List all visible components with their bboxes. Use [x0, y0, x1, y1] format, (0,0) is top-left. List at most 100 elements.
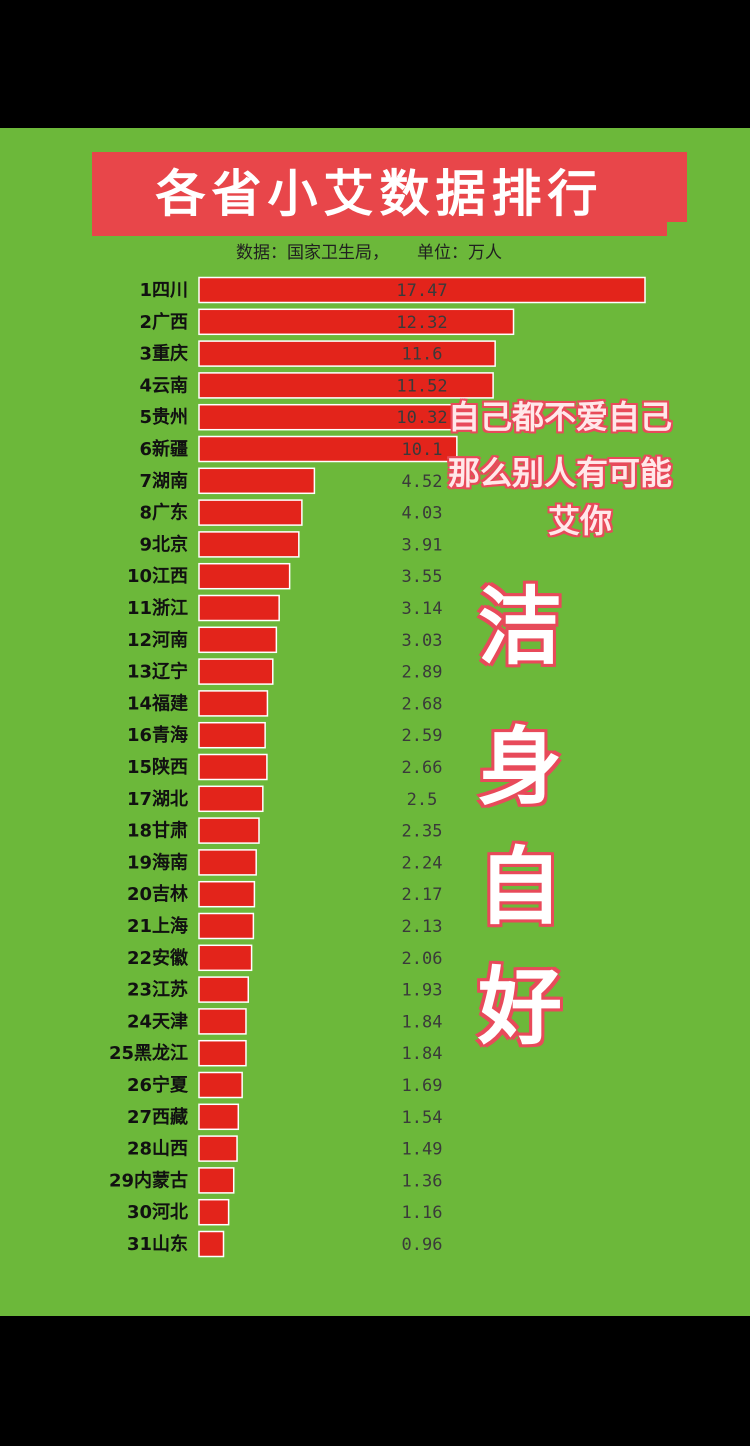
overlay-big-char-4: 好	[478, 958, 563, 1056]
bar	[198, 403, 464, 431]
bar	[198, 594, 280, 622]
bar	[198, 880, 256, 908]
value-label: 2.66	[402, 758, 443, 778]
value-label: 0.96	[402, 1235, 443, 1255]
bar	[198, 944, 253, 972]
bar	[198, 276, 646, 304]
bar	[198, 1008, 247, 1035]
value-label: 2.68	[402, 694, 443, 714]
category-label: 29内蒙古	[109, 1169, 188, 1191]
bar	[198, 912, 255, 940]
value-label: 1.69	[402, 1076, 443, 1096]
overlay-line-2: 那么别人有可能	[448, 454, 673, 492]
value-label: 2.24	[402, 853, 443, 873]
value-label: 2.5	[407, 790, 438, 810]
value-label: 2.17	[402, 885, 443, 905]
bar	[198, 817, 260, 844]
category-label: 8广东	[139, 502, 188, 524]
category-label: 2广西	[139, 311, 188, 333]
chart-title: 各省小艾数据排行	[92, 152, 667, 236]
category-label: 28山西	[127, 1139, 188, 1160]
bar	[198, 562, 291, 590]
category-label: 26宁夏	[127, 1074, 189, 1096]
bar	[198, 308, 515, 336]
value-label: 1.93	[402, 981, 443, 1001]
bar	[198, 340, 496, 367]
value-label: 1.16	[402, 1203, 443, 1223]
value-label: 11.6	[402, 345, 443, 365]
bar	[198, 1071, 243, 1099]
category-label: 19海南	[127, 851, 188, 873]
value-label: 1.84	[402, 1012, 443, 1032]
category-label: 17湖北	[127, 789, 188, 810]
category-label: 1四川	[139, 280, 188, 301]
bar	[198, 658, 274, 685]
value-label: 3.14	[402, 599, 443, 619]
bar	[198, 1230, 225, 1258]
category-label: 31山东	[127, 1233, 188, 1255]
value-label: 17.47	[396, 281, 447, 301]
category-label: 20吉林	[127, 883, 188, 905]
category-label: 11浙江	[127, 597, 188, 619]
value-label: 2.06	[402, 949, 443, 969]
category-label: 6新疆	[139, 438, 188, 460]
overlay-line-1: 自己都不爱自己	[448, 398, 673, 436]
value-label: 2.13	[402, 917, 443, 937]
bar	[198, 372, 494, 399]
value-label: 10.1	[402, 440, 443, 460]
category-label: 16青海	[127, 724, 188, 746]
value-label: 10.32	[396, 408, 447, 428]
bar	[198, 531, 300, 558]
value-label: 11.52	[396, 376, 447, 396]
chart-subtitle: 数据：国家卫生局， 单位：万人	[236, 238, 502, 263]
source-label: 数据：国家卫生局，	[236, 243, 389, 263]
value-label: 3.55	[402, 567, 443, 587]
category-label: 4云南	[139, 374, 188, 396]
bar	[198, 1103, 240, 1131]
category-label: 14福建	[127, 692, 188, 714]
bar	[198, 976, 250, 1003]
bar	[198, 849, 257, 876]
overlay-line-3: 艾你	[548, 502, 613, 540]
bar	[198, 1135, 238, 1162]
bar	[198, 626, 278, 654]
bar	[198, 499, 303, 526]
value-label: 2.89	[402, 663, 443, 683]
bar	[198, 435, 458, 463]
value-label: 2.35	[402, 822, 443, 842]
value-label: 12.32	[396, 313, 447, 333]
overlay-big-char-3: 自	[478, 838, 563, 936]
overlay-big-char-1: 洁	[478, 578, 563, 676]
category-label: 9北京	[139, 533, 188, 555]
category-label: 30河北	[127, 1202, 188, 1223]
category-label: 27西藏	[127, 1107, 188, 1128]
bar	[198, 753, 268, 781]
value-label: 4.52	[402, 472, 443, 492]
category-label: 13辽宁	[127, 661, 188, 683]
category-label: 5贵州	[139, 407, 188, 428]
overlay-big-char-2: 身	[478, 718, 563, 816]
category-label: 7湖南	[139, 470, 188, 492]
bar	[198, 1167, 235, 1194]
value-label: 1.36	[402, 1171, 443, 1191]
category-label: 15陕西	[127, 756, 188, 778]
bar	[198, 467, 316, 495]
bar	[198, 1039, 247, 1067]
category-label: 24天津	[127, 1010, 188, 1032]
title-banner-edge	[667, 152, 687, 222]
category-label: 18甘肃	[127, 820, 188, 842]
category-label: 21上海	[127, 915, 188, 937]
value-label: 2.59	[402, 726, 443, 746]
value-label: 1.49	[402, 1140, 443, 1160]
bar	[198, 785, 264, 813]
value-label: 3.03	[402, 631, 443, 651]
bar	[198, 721, 266, 749]
unit-label: 单位：万人	[417, 243, 502, 263]
bar	[198, 690, 269, 717]
value-label: 3.91	[402, 535, 443, 555]
category-label: 10江西	[127, 566, 188, 587]
value-label: 4.03	[402, 504, 443, 524]
category-label: 25黑龙江	[109, 1042, 188, 1064]
category-label: 3重庆	[139, 343, 188, 365]
